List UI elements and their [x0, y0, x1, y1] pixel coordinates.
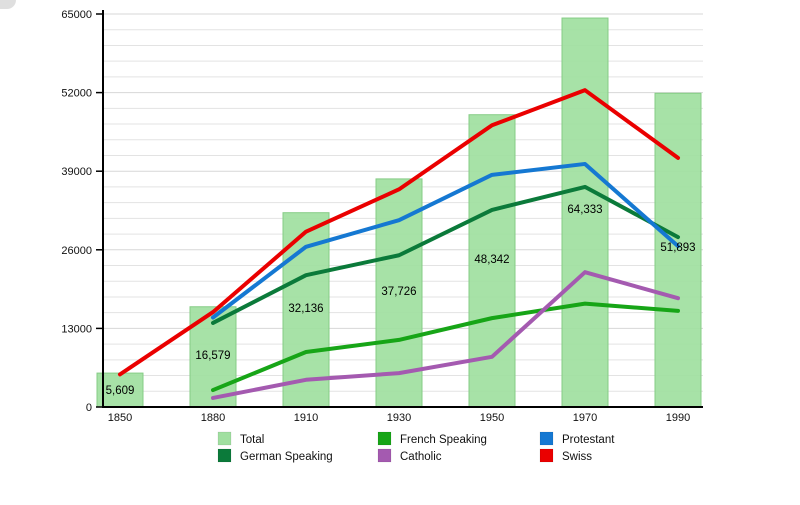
legend-swatch-swiss	[539, 448, 554, 463]
legend-label-french-speaking: French Speaking	[400, 434, 487, 446]
x-tick-label: 1970	[573, 412, 597, 424]
bar-value-label: 37,726	[381, 286, 416, 298]
x-tick-label: 1950	[480, 412, 504, 424]
legend-swatch-german-speaking	[217, 448, 232, 463]
y-tick-label: 39000	[61, 166, 92, 178]
line-protestant	[211, 161, 680, 320]
window-corner-artifact	[0, 0, 16, 9]
x-tick-label: 1910	[294, 412, 318, 424]
legend-label-total: Total	[240, 434, 264, 446]
legend-label-swiss: Swiss	[562, 451, 592, 463]
y-tick-label: 52000	[61, 88, 92, 100]
line-german-speaking	[211, 184, 680, 325]
line-swiss	[118, 88, 680, 377]
x-tick-label: 1850	[108, 412, 132, 424]
y-tick-label: 13000	[61, 323, 92, 335]
bar-value-label: 64,333	[567, 204, 602, 216]
line-catholic	[211, 270, 680, 400]
bar-value-label: 32,136	[288, 303, 323, 315]
legend-label-german-speaking: German Speaking	[240, 451, 333, 463]
legend-swatch-protestant	[539, 431, 554, 446]
legend-swatch-catholic	[377, 448, 392, 463]
legend-label-protestant: Protestant	[562, 434, 615, 446]
bar-value-label: 48,342	[474, 254, 509, 266]
x-tick-label: 1990	[666, 412, 690, 424]
legend-swatch-total	[217, 431, 232, 446]
bar-value-label: 16,579	[195, 350, 230, 362]
x-tick-label: 1930	[387, 412, 411, 424]
line-french-speaking	[211, 301, 680, 393]
total-bar-1850	[96, 372, 144, 408]
bar-value-label: 5,609	[106, 385, 135, 397]
bar-value-label: 51,893	[660, 242, 695, 254]
y-tick-label: 0	[86, 402, 92, 414]
total-bar-1970	[561, 17, 609, 408]
legend-label-catholic: Catholic	[400, 451, 442, 463]
legend-swatch-french-speaking	[377, 431, 392, 446]
y-tick-label: 65000	[61, 9, 92, 21]
y-tick-label: 26000	[61, 245, 92, 257]
x-tick-label: 1880	[201, 412, 225, 424]
